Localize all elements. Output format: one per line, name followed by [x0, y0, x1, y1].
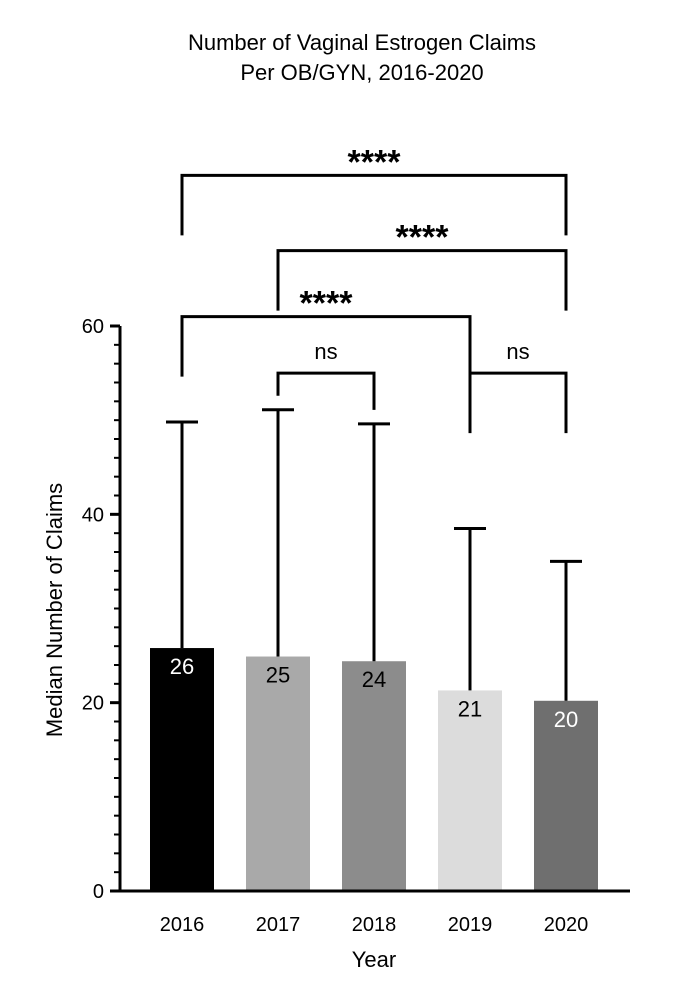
data-label-2020: 20 [554, 707, 578, 732]
y-axis-title: Median Number of Claims [42, 483, 67, 737]
significance-layer: ns ns **** **** **** [180, 143, 568, 434]
x-tick-label-2020: 2020 [544, 914, 589, 936]
bar-2020 [534, 700, 598, 891]
data-label-2017: 25 [266, 663, 290, 688]
chart-title-line-2: Per OB/GYN, 2016-2020 [240, 60, 483, 85]
chart-title-line-1: Number of Vaginal Estrogen Claims [188, 30, 536, 55]
data-label-2018: 24 [362, 667, 386, 692]
y-tick-label-60: 60 [82, 316, 104, 338]
y-tick-label-40: 40 [82, 504, 104, 526]
bar-2017 [246, 656, 310, 891]
significance-label-2: ns [506, 339, 529, 364]
significance-bracket-5 [180, 173, 568, 236]
significance-bracket-4 [276, 249, 568, 311]
x-tick-label-2016: 2016 [160, 914, 205, 936]
x-axis-title: Year [352, 947, 396, 972]
x-tick-label-2017: 2017 [256, 914, 301, 936]
bar-2016 [150, 648, 214, 891]
bar-2019 [438, 690, 502, 891]
data-label-2019: 21 [458, 696, 482, 721]
significance-label-5: **** [348, 143, 402, 181]
axes-layer: 2016 2017 2018 2019 2020 0 20 40 60 [82, 316, 630, 936]
data-label-2016: 26 [170, 654, 194, 679]
significance-label-4: **** [396, 219, 450, 257]
x-tick-label-2018: 2018 [352, 914, 397, 936]
significance-bracket-3 [180, 315, 472, 377]
significance-label-3: **** [300, 285, 354, 323]
significance-bracket-1 [276, 371, 376, 410]
y-tick-label-0: 0 [93, 881, 104, 903]
x-tick-label-2019: 2019 [448, 914, 493, 936]
significance-label-1: ns [314, 339, 337, 364]
significance-bracket-2 [468, 371, 568, 434]
y-tick-label-20: 20 [82, 693, 104, 715]
bars-layer: 26 25 24 21 20 [150, 408, 598, 891]
bar-2018 [342, 661, 406, 891]
